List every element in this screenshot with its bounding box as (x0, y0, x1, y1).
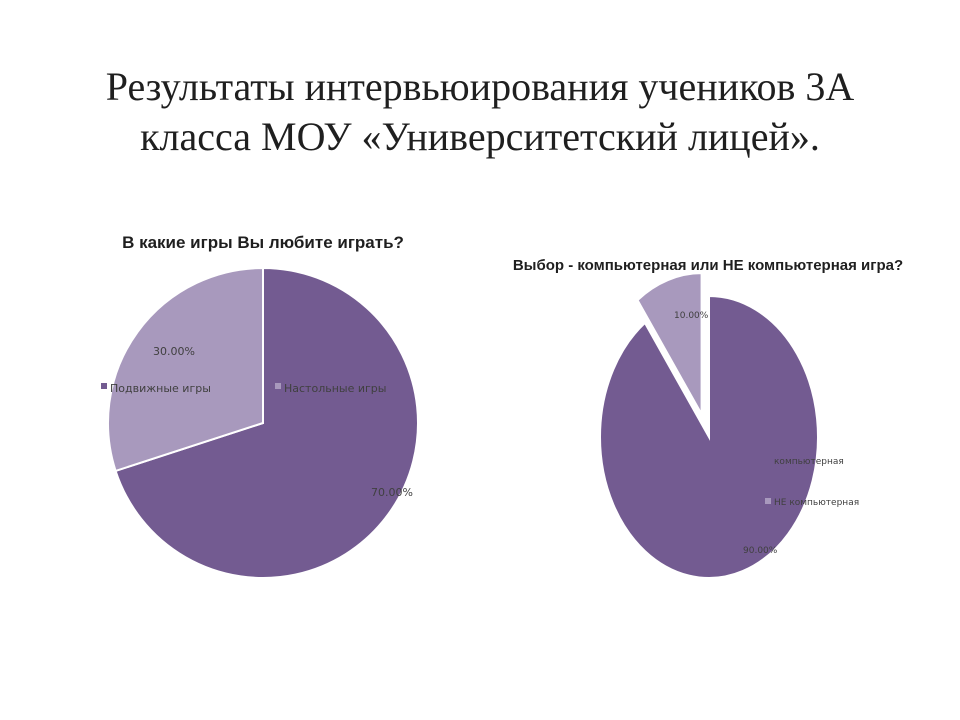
pie-slice-2 (636, 272, 703, 418)
legend-label: НЕ компьютерная (774, 498, 859, 508)
legend-swatch (101, 383, 107, 389)
pie-slice-1 (114, 266, 419, 579)
chart-title: Выбор - компьютерная или НЕ компьютерная… (513, 257, 903, 274)
slide-title-line-1: Результаты интервьюирования учеников 3А (105, 64, 855, 109)
data-label: 90.00% (743, 546, 778, 556)
data-label: 30.00% (153, 345, 195, 358)
data-label: 70.00% (371, 486, 413, 499)
legend-swatch (765, 498, 771, 504)
pie-slice-2 (107, 266, 264, 473)
pie-slice-1 (599, 294, 819, 579)
legend-swatch (765, 457, 771, 463)
legend-label: Настольные игры (284, 382, 386, 395)
chart-title: В какие игры Вы любите играть? (122, 233, 404, 252)
data-label: 10.00% (674, 311, 709, 321)
legend-label: компьютерная (774, 457, 844, 467)
legend-swatch (275, 383, 281, 389)
legend-label: Подвижные игры (110, 382, 211, 395)
slide-title-line-2: класса МОУ «Университетский лицей». (140, 114, 820, 159)
slide-title: Результаты интервьюирования учеников 3А … (30, 62, 930, 162)
